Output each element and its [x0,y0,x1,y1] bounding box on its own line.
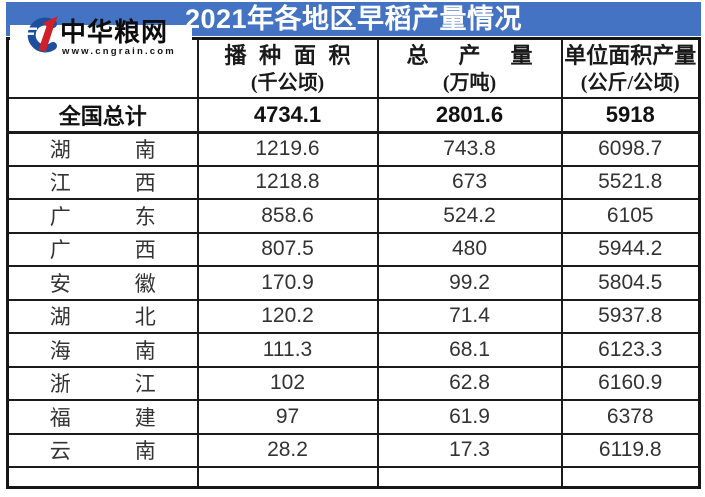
yield-value: 6098.7 [560,131,701,167]
header-sown-area-label: 播种面积 [224,42,351,68]
area-value: 1218.8 [196,164,379,200]
table-row: 安徽 170.9 99.2 5804.5 [6,265,701,301]
yield-value: 5937.8 [560,298,701,334]
yield-value: 6105 [560,198,701,234]
output-value: 68.1 [376,332,563,368]
region-label: 安徽 [49,271,156,296]
page-title: 2021年各地区早稻产量情况 [184,3,523,34]
table-row: 云南 28.2 17.3 6119.8 [6,432,701,468]
area-value: 120.2 [196,298,379,334]
table-row: 海南 111.3 68.1 6123.3 [6,332,701,368]
table-row: 湖北 120.2 71.4 5937.8 [6,298,701,334]
table-row-partial [6,466,701,488]
output-value: 71.4 [376,298,563,334]
yield-value: 5804.5 [560,265,701,301]
region-label: 湖北 [49,305,156,330]
header-unit-yield-label: 单位面积产量 [564,42,697,68]
table-row: 福建 97 61.9 6378 [6,399,701,435]
area-value: 1219.6 [196,131,379,167]
area-value: 111.3 [196,332,379,368]
region-label: 福建 [49,405,156,430]
region-label: 海南 [49,338,156,363]
region-label: 湖南 [49,138,156,162]
output-value: 62.8 [376,365,563,401]
table-row: 广东 858.6 524.2 6105 [6,198,701,234]
region-label: 全国总计 [58,103,147,129]
output-value: 480 [376,231,563,267]
area-value: 97 [196,399,379,435]
header-total-output-unit: (万吨) [442,72,497,94]
area-value: 102 [196,365,379,401]
table-row: 浙江 102 62.8 6160.9 [6,365,701,401]
rice-production-table: 播种面积 (千公顷) 总产量 (万吨) 单位面积产量 (公斤/公顷) 全国总计 … [6,37,701,489]
region-label: 浙江 [49,372,156,397]
table-row: 广西 807.5 480 5944.2 [6,231,701,267]
table-row: 江西 1218.8 673 5521.8 [6,164,701,200]
yield-value: 5918 [560,96,701,134]
header-unit-yield: 单位面积产量 (公斤/公顷) [560,37,701,99]
area-value: 170.9 [196,265,379,301]
logo-text: 中华粮网 [60,17,169,47]
yield-value: 5521.8 [560,164,701,200]
yield-value: 5944.2 [560,231,701,267]
region-label: 云南 [49,439,156,464]
output-value: 17.3 [376,432,563,468]
table-row: 湖南 1219.6 743.8 6098.7 [6,131,701,167]
yield-value: 6378 [560,399,701,435]
logo-url: www.cngrain.com [62,46,176,57]
area-value: 858.6 [196,198,379,234]
area-value: 4734.1 [196,96,379,134]
area-value: 28.2 [196,432,379,468]
output-value: 2801.6 [376,96,563,134]
header-sown-area: 播种面积 (千公顷) [196,37,379,99]
header-unit-yield-unit: (公斤/公顷) [580,72,680,94]
cngrain-logo-mark-icon [22,16,58,53]
output-value: 524.2 [376,198,563,234]
area-value: 807.5 [196,231,379,267]
output-value: 673 [376,164,563,200]
yield-value: 6119.8 [560,432,701,468]
yield-value: 6123.3 [560,332,701,368]
header-total-output-label: 总产量 [406,42,533,68]
output-value: 61.9 [376,399,563,435]
header-sown-area-unit: (千公顷) [250,72,325,94]
region-label: 江西 [49,171,156,196]
table-row-national-total: 全国总计 4734.1 2801.6 5918 [6,96,701,134]
region-label: 广东 [49,204,156,229]
output-value: 99.2 [376,265,563,301]
yield-value: 6160.9 [560,365,701,401]
header-total-output: 总产量 (万吨) [376,37,563,99]
region-label: 广西 [49,238,156,263]
cngrain-logo: 中华粮网 www.cngrain.com [22,14,198,58]
output-value: 743.8 [376,131,563,167]
